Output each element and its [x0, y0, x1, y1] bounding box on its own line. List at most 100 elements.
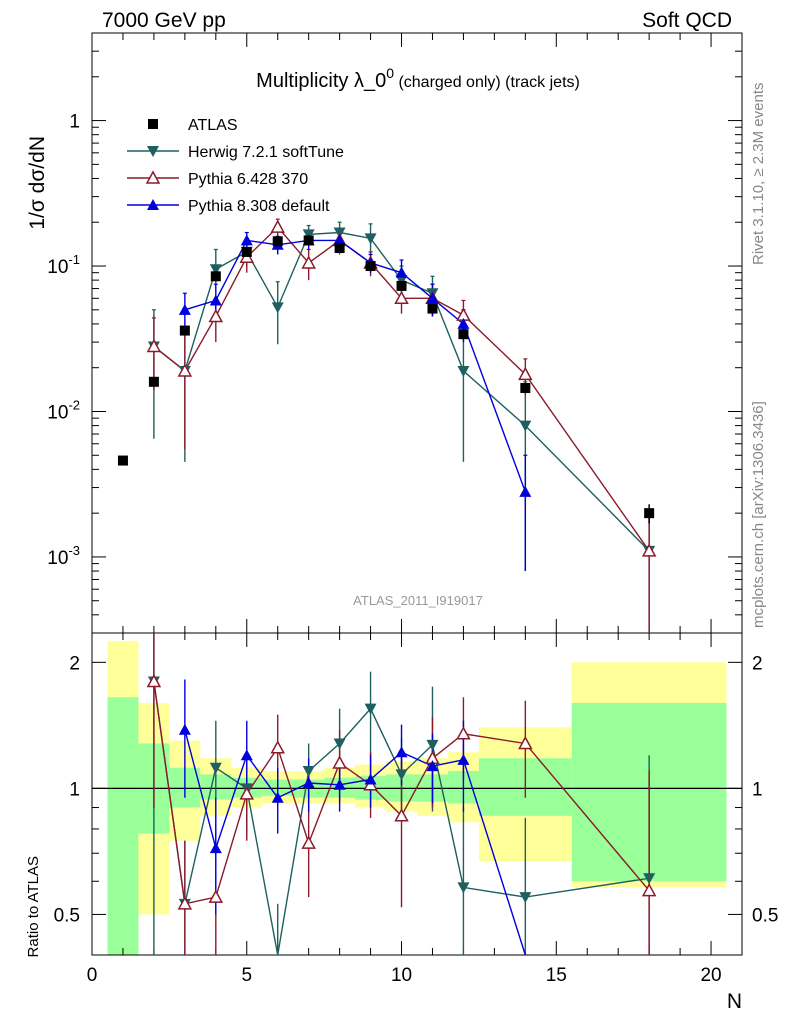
mc-point [394, 290, 409, 305]
mc-point [333, 234, 346, 246]
data-point [644, 508, 655, 519]
header-right: Soft QCD [642, 9, 732, 32]
ratio-point [302, 776, 315, 788]
ratio-point [333, 778, 346, 790]
ratio-series [146, 633, 657, 956]
legend: ATLAS Herwig 7.2.1 softTune Pythia 6.428 3… [127, 117, 344, 215]
data-point [272, 236, 283, 247]
ratio-point [426, 739, 439, 751]
data-point [458, 329, 469, 340]
data-point [365, 261, 376, 272]
mc-point [146, 338, 162, 353]
mc-point [519, 420, 532, 432]
data-point [241, 246, 252, 257]
mc-point [178, 303, 191, 315]
ratio-point [209, 842, 222, 854]
ratio-point [364, 703, 377, 715]
ratio-point [395, 746, 408, 758]
ratio-point [209, 762, 222, 774]
ratio-point [332, 755, 347, 769]
x-tick-label: 5 [241, 965, 252, 986]
ratio-tick-label: 2 [752, 653, 763, 674]
mc-point [457, 365, 470, 377]
legend-label: Herwig 7.2.1 softTune [188, 144, 344, 161]
y-tick-label: 10-3 [47, 543, 80, 569]
x-axis-label: N [727, 990, 742, 1013]
mc-point [426, 292, 439, 304]
data-point [334, 243, 345, 254]
ratio-point [208, 889, 224, 903]
legend-label: ATLAS [188, 117, 238, 134]
y-tick-label: 1 [69, 112, 80, 133]
ratio-point [178, 723, 191, 735]
mc-point [209, 294, 222, 306]
data-point [303, 235, 314, 246]
mc-point [208, 308, 224, 323]
legend-label: Pythia 6.428 370 [188, 171, 308, 188]
ratio-tick-label: 1 [69, 779, 80, 800]
ratio-point [146, 673, 162, 688]
ratio-point [240, 749, 253, 761]
ratio-point [333, 738, 346, 750]
legend-marker [147, 146, 159, 157]
ratio-point [270, 740, 285, 754]
y-tick-label: 10-2 [47, 397, 80, 423]
x-tick-label: 10 [391, 965, 412, 986]
legend-marker [147, 199, 159, 210]
legend-marker [148, 119, 158, 129]
mc-point [519, 485, 532, 497]
main-series [117, 218, 657, 633]
mc-point [457, 317, 470, 329]
y-tick-label: 10-1 [47, 252, 80, 278]
mcplots-label: mcplots.cern.ch [arXiv:1306.3436] [750, 401, 767, 628]
x-tick-label: 0 [87, 965, 98, 986]
mc-point [395, 266, 408, 278]
ratio-point [239, 786, 255, 800]
mc-point [641, 543, 657, 557]
analysis-id: ATLAS_2011_I919017 [353, 593, 483, 608]
legend-label: Pythia 8.308 default [188, 198, 330, 215]
ratio-tick-label: 2 [69, 653, 80, 674]
mc-point [301, 255, 316, 269]
ratio-point [301, 835, 316, 849]
ratio-point [302, 766, 315, 778]
mc-point [271, 302, 284, 314]
ratio-point [457, 882, 470, 894]
data-point [427, 303, 438, 314]
ratio-point [394, 808, 409, 822]
ratio-plot-frame [91, 632, 743, 956]
mc-point [209, 264, 222, 276]
ratio-point [641, 883, 657, 897]
axis-ticks: 0 5 10 15 20 10-3 10-2 10-1 1 0.5 0.5 1 1 2 2 [47, 32, 778, 986]
header-left: 7000 GeV pp [102, 9, 226, 32]
data-point [396, 280, 407, 291]
ratio-tick-label: 0.5 [752, 905, 778, 926]
y-axis-label: 1/σ dσ/dN [26, 136, 49, 230]
ratio-point [457, 753, 470, 765]
ratio-point [426, 760, 439, 772]
mc-point [518, 366, 533, 381]
ratio-axis-label: Ratio to ATLAS [25, 856, 42, 957]
mc-point [270, 219, 285, 233]
ratio-point [456, 726, 471, 740]
data-point [117, 455, 128, 466]
legend-marker [145, 170, 161, 184]
ratio-point [364, 773, 377, 785]
mc-point [240, 234, 253, 246]
ratio-point [395, 769, 408, 781]
data-point [210, 271, 221, 282]
chart-title: Multiplicity λ_00 (charged only) (track … [256, 65, 580, 92]
data-point [148, 376, 159, 387]
ratio-tick-label: 0.5 [54, 905, 80, 926]
x-tick-label: 20 [700, 965, 721, 986]
ratio-point [271, 791, 284, 803]
mc-point [177, 363, 193, 377]
x-tick-label: 15 [546, 965, 567, 986]
band-green [107, 697, 139, 955]
ratio-point [643, 873, 656, 885]
ratio-point [177, 896, 193, 910]
data-point [520, 383, 531, 394]
ratio-point [518, 735, 533, 750]
data-point [179, 325, 190, 336]
